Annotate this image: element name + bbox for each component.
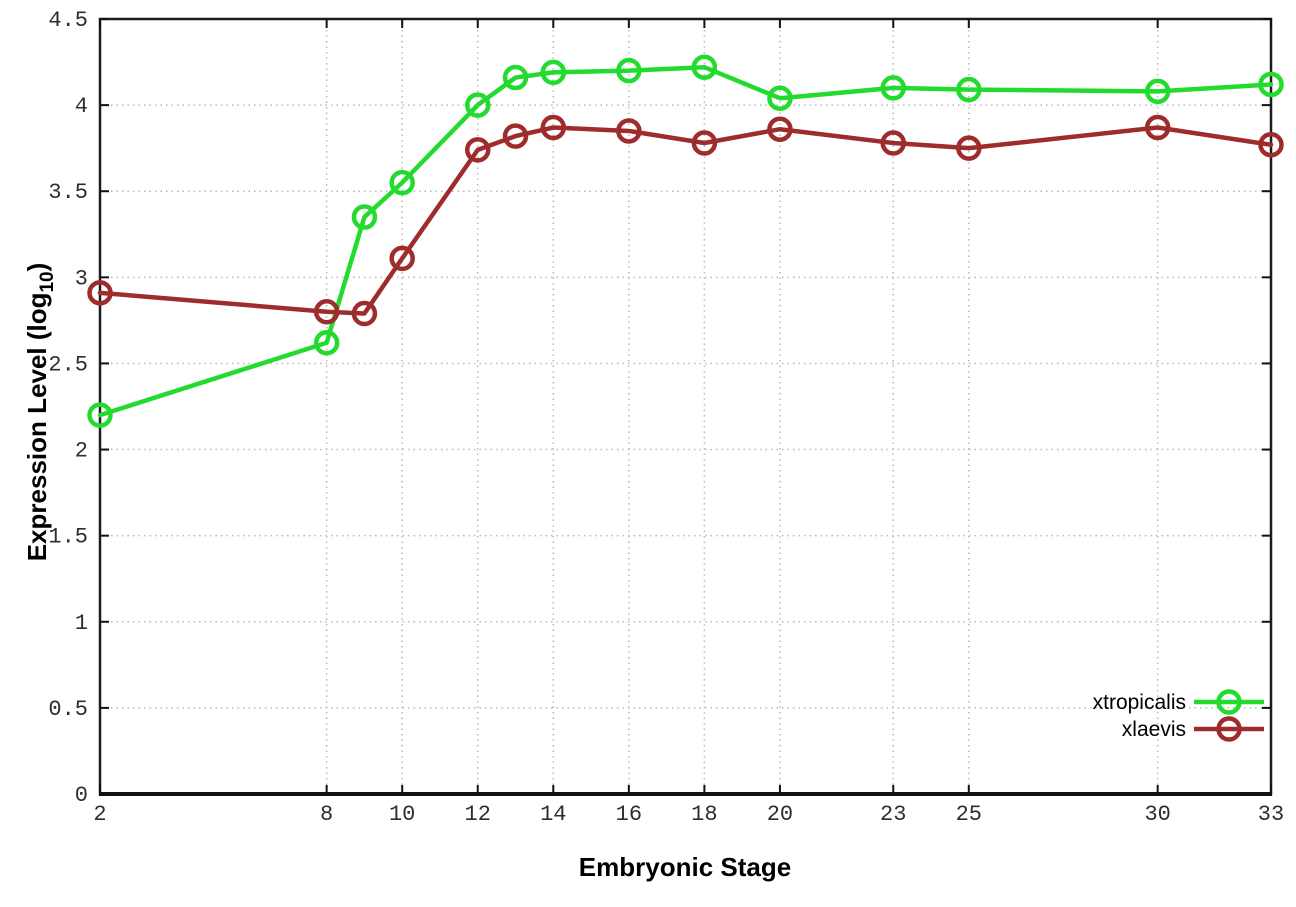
x-tick-label: 25 — [956, 802, 982, 827]
x-tick-label: 20 — [767, 802, 793, 827]
legend-sample-marker-xtropicalis — [1216, 689, 1242, 715]
data-point-xtropicalis — [502, 64, 529, 91]
data-point-xtropicalis — [956, 76, 982, 103]
x-axis-title: Embryonic Stage — [579, 852, 791, 882]
data-point-xlaevis — [1258, 131, 1284, 158]
x-tick-label: 30 — [1144, 802, 1170, 827]
data-point-xlaevis — [880, 130, 907, 156]
y-tick-label: 0.5 — [48, 697, 88, 722]
data-point-xlaevis — [767, 116, 793, 142]
y-axis-title-main: Expression Level (log — [22, 293, 52, 562]
data-point-xtropicalis — [1258, 71, 1284, 98]
x-tick-label: 16 — [616, 802, 642, 827]
data-point-xtropicalis — [880, 75, 907, 101]
y-tick-label: 4 — [75, 94, 88, 119]
data-point-xlaevis — [87, 280, 113, 306]
y-tick-label: 1 — [75, 611, 88, 636]
y-tick-label: 1.5 — [48, 525, 88, 550]
data-point-xtropicalis — [464, 92, 491, 118]
y-tick-label: 0 — [75, 783, 88, 808]
y-tick-label: 2 — [75, 439, 88, 464]
x-tick-label: 23 — [880, 802, 906, 827]
series-line-xlaevis — [97, 125, 1274, 316]
data-point-xlaevis — [389, 245, 415, 272]
legend-label-xlaevis: xlaevis — [1122, 718, 1186, 741]
data-point-xtropicalis — [616, 57, 642, 84]
data-point-xlaevis — [464, 137, 491, 163]
data-point-xtropicalis — [540, 59, 567, 86]
legend-sample-marker-xlaevis — [1216, 716, 1242, 742]
x-tick-label: 33 — [1258, 802, 1284, 827]
x-tick-label: 8 — [320, 802, 333, 827]
data-point-xlaevis — [956, 135, 982, 161]
data-point-xlaevis — [691, 130, 718, 156]
x-tick-label: 12 — [465, 802, 491, 827]
x-tick-label: 18 — [691, 802, 717, 827]
y-tick-label: 3 — [75, 266, 88, 291]
x-tick-label: 10 — [389, 802, 415, 827]
legend-label-xtropicalis: xtropicalis — [1093, 691, 1186, 714]
y-tick-label: 2.5 — [48, 352, 88, 377]
y-tick-label: 3.5 — [48, 180, 88, 205]
x-tick-label: 2 — [93, 802, 106, 827]
data-point-xtropicalis — [351, 204, 378, 230]
data-point-xtropicalis — [691, 54, 718, 80]
y-axis-title: Expression Level (log10) — [22, 263, 58, 562]
y-axis-title-close: ) — [22, 263, 52, 272]
data-point-xlaevis — [540, 114, 567, 141]
y-axis-title-subscript: 10 — [37, 271, 58, 292]
data-point-xtropicalis — [313, 330, 340, 356]
data-point-xlaevis — [1144, 114, 1171, 141]
series-line-xtropicalis — [97, 64, 1274, 418]
data-point-xtropicalis — [87, 402, 113, 428]
data-point-xlaevis — [313, 299, 340, 325]
data-point-xlaevis — [351, 300, 378, 327]
data-point-xtropicalis — [389, 169, 415, 196]
data-point-xlaevis — [502, 123, 529, 149]
plot-area: 2 8 10 12 14 16 18 20 23 25 30 33 0 0.5 1 1.5 2 2.5 3 3.5 4 4… — [48, 8, 1284, 827]
x-tick-label: 14 — [540, 802, 566, 827]
data-point-xtropicalis — [1144, 78, 1171, 105]
data-point-xlaevis — [616, 118, 642, 144]
y-tick-label: 4.5 — [48, 8, 88, 33]
data-point-xtropicalis — [767, 85, 793, 111]
